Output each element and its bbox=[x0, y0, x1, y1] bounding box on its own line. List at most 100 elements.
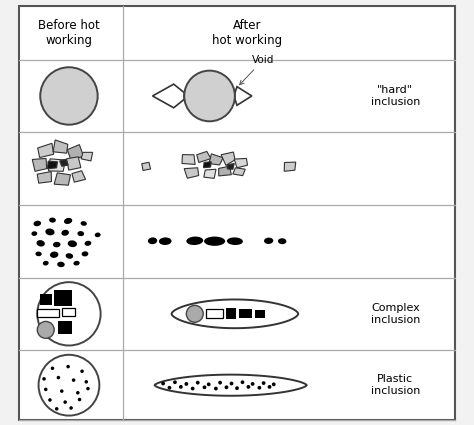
Polygon shape bbox=[203, 162, 211, 168]
Polygon shape bbox=[197, 151, 211, 162]
Ellipse shape bbox=[77, 231, 84, 236]
Bar bbox=[239, 309, 252, 318]
Circle shape bbox=[56, 376, 60, 380]
Ellipse shape bbox=[36, 252, 42, 256]
Ellipse shape bbox=[278, 238, 286, 244]
Circle shape bbox=[42, 377, 46, 381]
Polygon shape bbox=[227, 164, 234, 169]
Bar bbox=[54, 290, 72, 306]
Circle shape bbox=[225, 385, 228, 389]
Ellipse shape bbox=[31, 231, 37, 236]
Polygon shape bbox=[37, 143, 54, 158]
Ellipse shape bbox=[46, 229, 55, 235]
Ellipse shape bbox=[81, 221, 87, 226]
Circle shape bbox=[214, 387, 218, 391]
Polygon shape bbox=[32, 159, 46, 171]
Circle shape bbox=[218, 381, 222, 385]
Bar bbox=[40, 295, 52, 305]
Circle shape bbox=[60, 389, 64, 393]
Circle shape bbox=[72, 378, 75, 382]
Polygon shape bbox=[204, 169, 216, 178]
Ellipse shape bbox=[186, 237, 203, 245]
Polygon shape bbox=[172, 300, 298, 328]
Ellipse shape bbox=[57, 262, 65, 267]
Ellipse shape bbox=[50, 252, 58, 258]
Circle shape bbox=[66, 365, 70, 368]
Polygon shape bbox=[47, 161, 57, 169]
Circle shape bbox=[229, 382, 233, 385]
Circle shape bbox=[207, 382, 210, 386]
Ellipse shape bbox=[204, 237, 225, 246]
Circle shape bbox=[241, 380, 245, 384]
Circle shape bbox=[40, 67, 98, 125]
Ellipse shape bbox=[65, 253, 73, 259]
Circle shape bbox=[44, 388, 47, 391]
Ellipse shape bbox=[64, 218, 72, 224]
Text: Complex
inclusion: Complex inclusion bbox=[371, 303, 420, 325]
Circle shape bbox=[246, 385, 250, 389]
Polygon shape bbox=[234, 159, 247, 168]
Circle shape bbox=[191, 387, 194, 391]
Circle shape bbox=[48, 398, 52, 402]
Polygon shape bbox=[53, 140, 68, 153]
Polygon shape bbox=[219, 166, 231, 176]
Text: Plastic
inclusion: Plastic inclusion bbox=[371, 374, 420, 396]
Bar bbox=[227, 309, 236, 319]
Text: After
hot working: After hot working bbox=[212, 19, 283, 47]
Circle shape bbox=[184, 71, 235, 121]
Ellipse shape bbox=[264, 238, 273, 244]
Circle shape bbox=[69, 406, 73, 410]
Polygon shape bbox=[54, 173, 71, 185]
Ellipse shape bbox=[53, 242, 61, 247]
Polygon shape bbox=[60, 159, 68, 166]
Circle shape bbox=[179, 385, 183, 389]
Circle shape bbox=[80, 369, 84, 373]
Bar bbox=[37, 309, 59, 317]
Circle shape bbox=[37, 282, 100, 346]
Ellipse shape bbox=[95, 232, 100, 237]
Polygon shape bbox=[221, 152, 235, 165]
Polygon shape bbox=[67, 144, 84, 159]
Text: Void: Void bbox=[240, 55, 274, 85]
Circle shape bbox=[196, 381, 200, 385]
Polygon shape bbox=[142, 162, 151, 170]
Polygon shape bbox=[284, 162, 296, 171]
Polygon shape bbox=[184, 168, 199, 178]
Text: "hard"
inclusion: "hard" inclusion bbox=[371, 85, 420, 107]
Text: Before hot
working: Before hot working bbox=[38, 19, 100, 47]
Circle shape bbox=[86, 387, 90, 390]
Polygon shape bbox=[81, 152, 92, 161]
Ellipse shape bbox=[227, 238, 243, 245]
Circle shape bbox=[55, 407, 58, 411]
Polygon shape bbox=[153, 84, 184, 108]
Polygon shape bbox=[155, 374, 307, 396]
Ellipse shape bbox=[34, 221, 41, 226]
Polygon shape bbox=[233, 168, 245, 176]
Bar bbox=[58, 321, 72, 334]
Ellipse shape bbox=[159, 238, 172, 245]
Circle shape bbox=[84, 380, 88, 384]
Polygon shape bbox=[235, 87, 252, 105]
Ellipse shape bbox=[148, 238, 157, 244]
Circle shape bbox=[78, 398, 81, 401]
Circle shape bbox=[64, 400, 67, 404]
Polygon shape bbox=[72, 171, 86, 182]
Circle shape bbox=[173, 380, 177, 384]
Polygon shape bbox=[66, 157, 81, 170]
Circle shape bbox=[76, 391, 80, 394]
Circle shape bbox=[268, 385, 272, 389]
Ellipse shape bbox=[49, 218, 56, 223]
Ellipse shape bbox=[84, 241, 91, 246]
Ellipse shape bbox=[82, 251, 88, 256]
Circle shape bbox=[262, 381, 265, 385]
Circle shape bbox=[167, 386, 171, 390]
Polygon shape bbox=[182, 155, 195, 164]
Circle shape bbox=[38, 355, 100, 416]
Circle shape bbox=[161, 382, 165, 385]
Bar bbox=[62, 309, 75, 316]
Circle shape bbox=[51, 366, 54, 370]
Ellipse shape bbox=[68, 241, 77, 247]
Circle shape bbox=[257, 386, 261, 390]
Circle shape bbox=[251, 382, 255, 386]
Circle shape bbox=[272, 382, 276, 386]
